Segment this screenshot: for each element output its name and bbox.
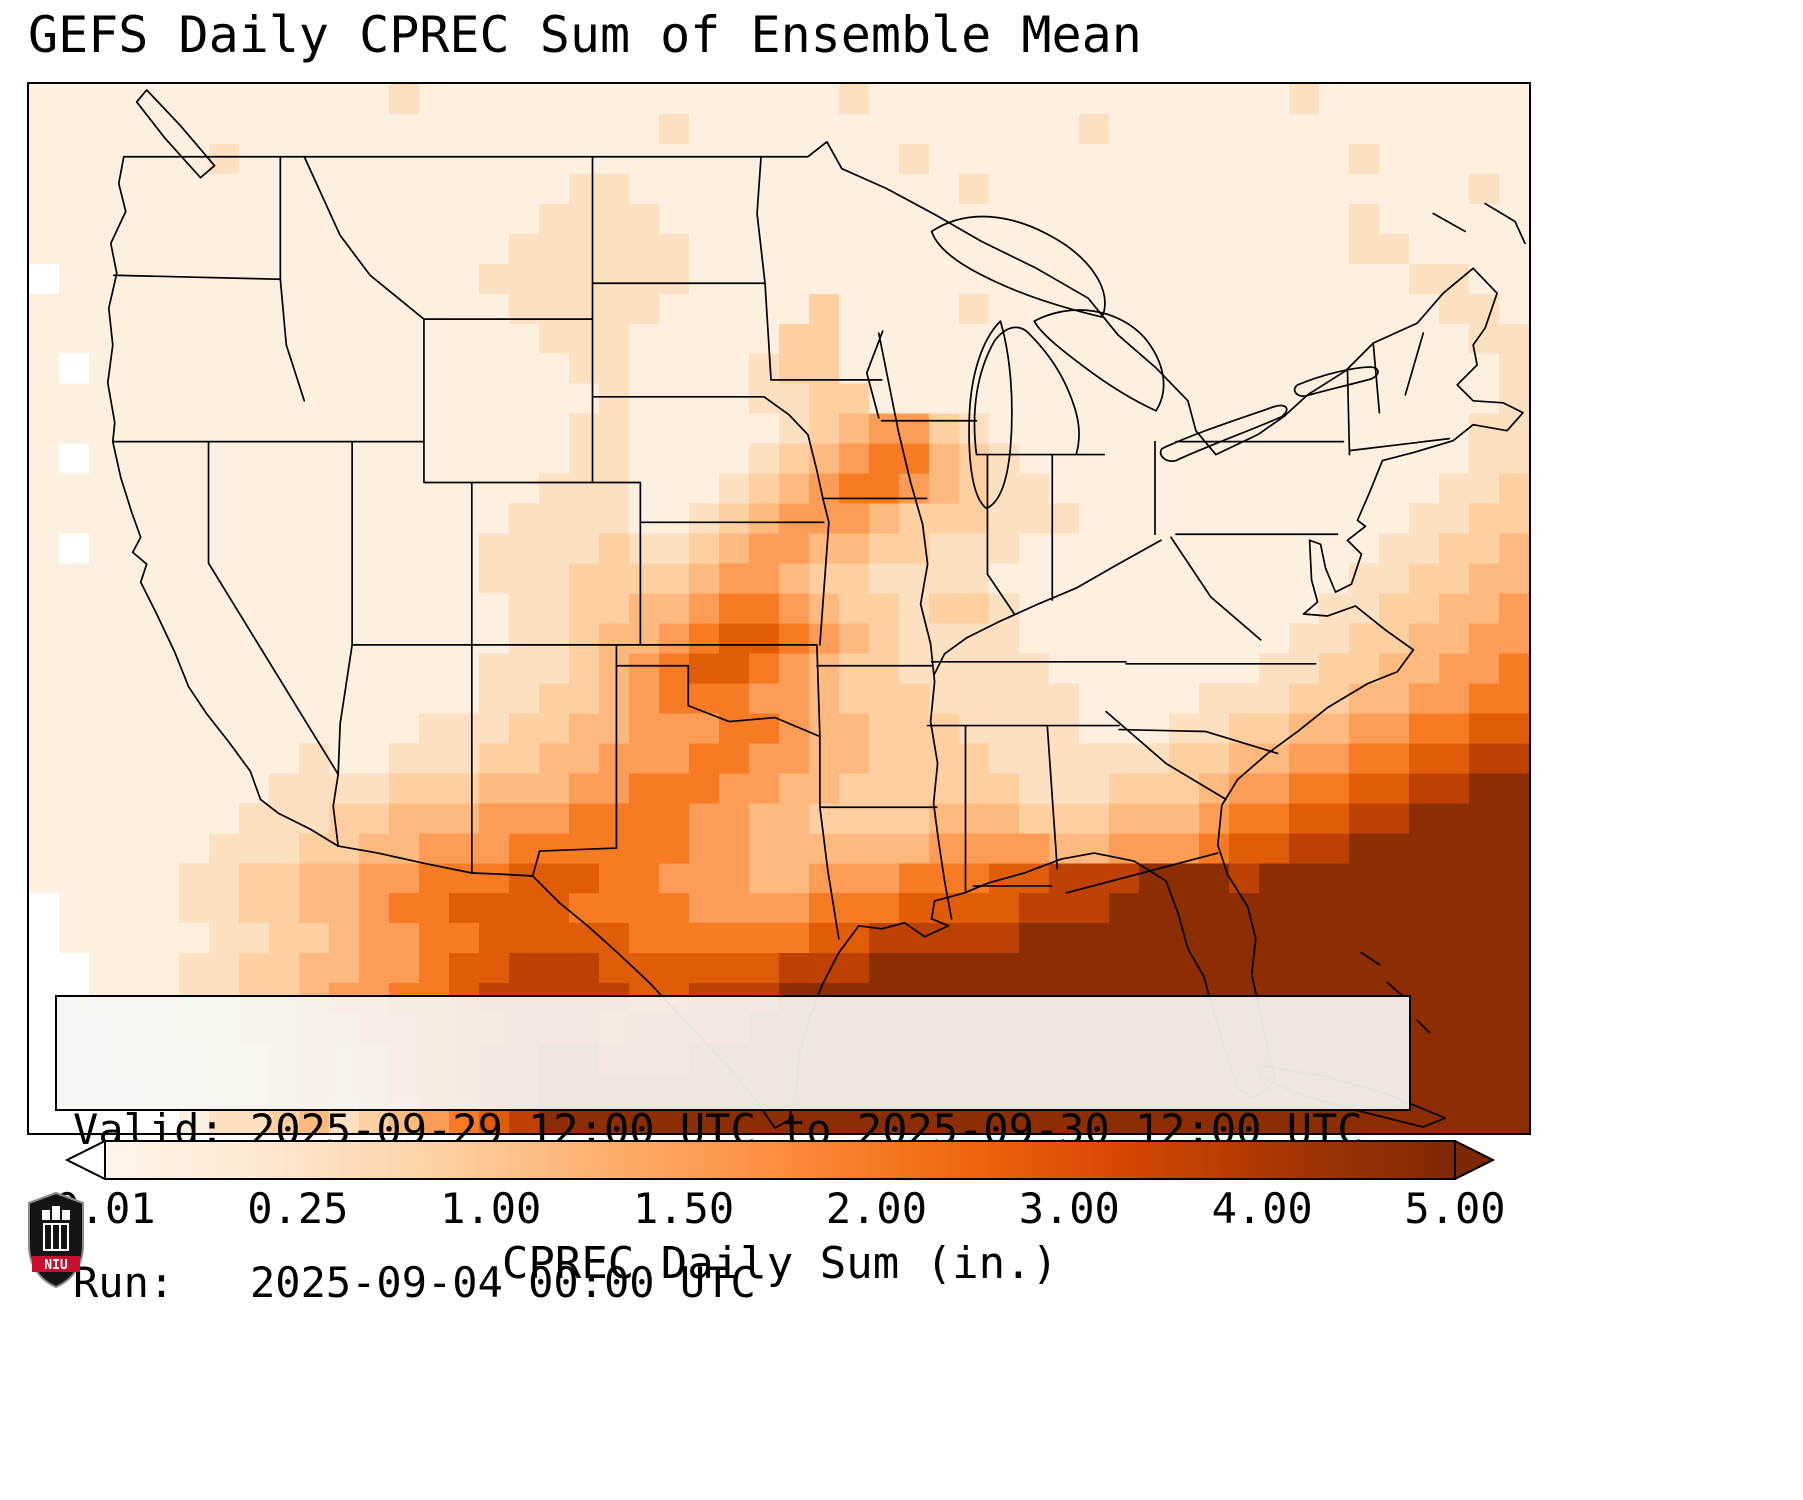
colorbar-tick-label: 1.50	[632, 1184, 735, 1233]
colorbar-tick-labels: 0.01 0.25 1.00 1.50 2.00 3.00 4.00 5.00	[54, 1180, 1505, 1234]
colorbar-tick-label: 4.00	[1211, 1184, 1313, 1233]
niu-logo-text: NIU	[44, 1258, 68, 1273]
niu-castle-body	[43, 1223, 69, 1251]
colorbar-bar	[65, 1140, 1495, 1180]
page-title: GEFS Daily CPREC Sum of Ensemble Mean	[28, 6, 1142, 64]
precip-heatmap-canvas	[29, 84, 1529, 1133]
colorbar-tick-label: 1.00	[440, 1184, 542, 1233]
colorbar-tick-label: 5.00	[1404, 1184, 1506, 1233]
run-time-text: Run: 2025-09-04 00:00 UTC	[73, 1258, 756, 1307]
colorbar-axis-label: CPREC Daily Sum (in.)	[501, 1238, 1059, 1289]
great-lakes-outline	[930, 215, 1379, 510]
colorbar-gradient	[104, 1140, 1456, 1180]
niu-castle-tower	[42, 1210, 50, 1220]
coastline-path	[106, 140, 1524, 1129]
colorbar-tick-label: 0.25	[247, 1184, 349, 1233]
state-borders-path	[111, 155, 1451, 940]
colorbar-tick-label: 3.00	[1018, 1184, 1120, 1233]
cuba-bahamas-outline	[1258, 951, 1447, 1128]
colorbar-right-arrow	[1454, 1140, 1495, 1180]
canada-coast-details	[135, 89, 1526, 245]
map-boundaries-overlay	[106, 89, 1526, 1129]
colorbar-tick-label: 2.00	[825, 1184, 927, 1233]
colorbar: 0.01 0.25 1.00 1.50 2.00 3.00 4.00 5.00 CPREC D…	[54, 1140, 1506, 1289]
valid-run-info-box: Valid: 2025-09-29 12:00 UTC to 2025-09-3…	[55, 995, 1411, 1307]
map-panel: Valid: 2025-09-29 12:00 UTC to 2025-09-3…	[27, 82, 1531, 1307]
niu-castle-tower	[62, 1210, 70, 1220]
niu-castle-tower	[52, 1206, 60, 1220]
niu-logo: NIU	[28, 1191, 84, 1289]
niu-banner	[32, 1256, 80, 1272]
colorbar-left-arrow	[65, 1140, 106, 1180]
